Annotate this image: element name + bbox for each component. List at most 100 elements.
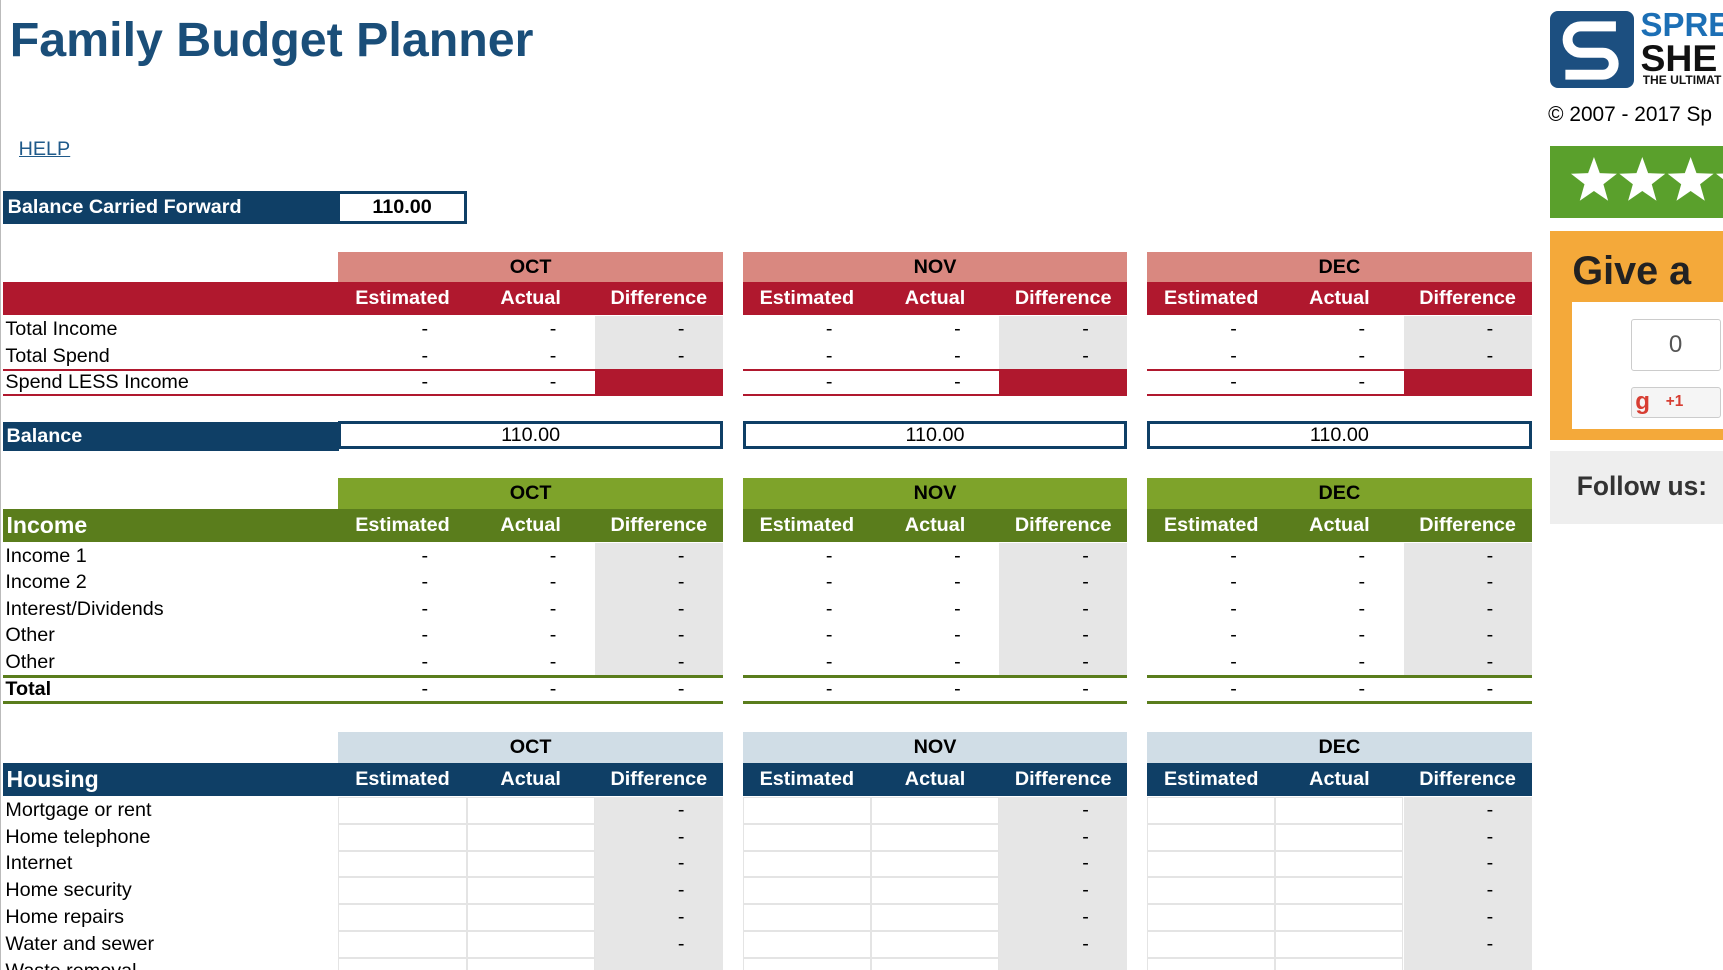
difference-cell-bg [1403, 569, 1532, 596]
column-header: Actual [1309, 767, 1370, 790]
value-cell: - [677, 906, 685, 929]
difference-cell-bg [999, 316, 1128, 343]
value-cell: - [1082, 906, 1089, 929]
value-cell: - [549, 597, 557, 620]
value-cell [1147, 958, 1276, 970]
value-cell: - [954, 597, 961, 620]
help-link[interactable]: HELP [18, 137, 71, 160]
total-cell: - [677, 678, 685, 701]
stars [1571, 157, 1723, 201]
difference-cell-bg [594, 958, 723, 970]
column-header: Actual [904, 767, 966, 790]
value-cell [338, 904, 467, 932]
value-cell: - [549, 624, 557, 647]
column-header: Actual [500, 513, 561, 536]
value-cell [338, 931, 467, 959]
value-cell [338, 796, 467, 824]
logo-tagline: THE ULTIMAT [1642, 73, 1722, 88]
value-cell: - [1082, 597, 1089, 620]
difference-cell-bg [1403, 850, 1532, 878]
value-cell: - [1082, 933, 1089, 956]
value-cell: - [421, 624, 429, 647]
section-title: Income [3, 508, 340, 542]
difference-cell-bg [1403, 622, 1532, 650]
value-cell: - [1486, 318, 1494, 341]
column-header-row [1147, 282, 1532, 316]
value-cell: - [1082, 879, 1089, 902]
difference-cell-bg [594, 622, 723, 650]
value-cell [999, 369, 1127, 395]
value-cell: - [677, 571, 685, 594]
value-cell: - [1486, 571, 1494, 594]
value-cell [742, 931, 871, 959]
column-header: Actual [500, 287, 561, 310]
value-cell [338, 877, 467, 905]
difference-cell-bg [1403, 796, 1532, 824]
difference-cell-bg [1403, 596, 1532, 623]
row-label: Home telephone [5, 825, 151, 848]
value-cell [338, 850, 467, 878]
value-cell: - [421, 597, 429, 620]
value-cell: - [1486, 933, 1494, 956]
value-cell: - [1486, 825, 1494, 848]
difference-cell-bg [1403, 542, 1532, 570]
column-header-row [742, 282, 1128, 316]
column-header: Actual [904, 513, 966, 536]
balance-forward-label: Balance Carried Forward [3, 191, 340, 225]
column-header-row [338, 762, 723, 796]
row-label: Total Spend [5, 344, 110, 367]
column-header: Estimated [1163, 767, 1259, 790]
value-cell [466, 877, 595, 905]
value-cell [1147, 850, 1276, 878]
row-label: Income 1 [5, 544, 87, 567]
value-cell: - [549, 544, 557, 567]
difference-cell-bg [1403, 316, 1532, 343]
value-cell: - [954, 624, 961, 647]
difference-cell-bg [999, 342, 1128, 370]
gplus-button[interactable] [1630, 386, 1721, 418]
difference-cell-bg [594, 904, 723, 932]
difference-cell-bg [1403, 369, 1532, 396]
column-header: Estimated [759, 287, 855, 310]
value-cell [1275, 958, 1404, 970]
rating-stars[interactable] [1550, 146, 1723, 218]
value-cell [742, 904, 871, 932]
value-cell: - [421, 318, 429, 341]
value-cell: - [1230, 344, 1237, 367]
row-label: Other [5, 624, 55, 647]
difference-cell-bg [999, 823, 1128, 851]
column-header: Estimated [1163, 513, 1259, 536]
balance-label: Balance [3, 421, 340, 451]
difference-cell-bg [999, 649, 1128, 676]
row-label: Home security [5, 879, 132, 902]
difference-cell-bg [1403, 649, 1532, 676]
value-cell [870, 904, 1000, 932]
value-cell: - [421, 650, 429, 673]
value-cell [870, 931, 1000, 959]
month-header: OCT [338, 478, 723, 509]
value-cell: - [1486, 798, 1494, 821]
row-label: Income 2 [5, 571, 87, 594]
value-cell: - [1082, 624, 1089, 647]
logo-s [1563, 21, 1619, 80]
value-cell: - [1358, 571, 1366, 594]
difference-cell-bg [1403, 904, 1532, 932]
value-cell: - [1082, 318, 1089, 341]
value-cell: - [1358, 597, 1366, 620]
difference-cell-bg [999, 369, 1128, 396]
value-cell: - [677, 650, 685, 673]
month-header: NOV [742, 478, 1128, 509]
value-cell: - [1230, 318, 1237, 341]
value-cell: - [1358, 370, 1366, 393]
row-label: Spend LESS Income [5, 370, 189, 393]
copyright: © 2007 - 2017 Sp [1548, 103, 1712, 127]
total-label: Total [5, 678, 52, 701]
value-cell: - [549, 318, 557, 341]
row-border [3, 369, 340, 396]
value-cell: - [1230, 571, 1237, 594]
value-cell: - [954, 318, 961, 341]
value-cell: - [677, 318, 685, 341]
row-label: Total Income [5, 318, 118, 341]
value-cell [742, 850, 871, 878]
